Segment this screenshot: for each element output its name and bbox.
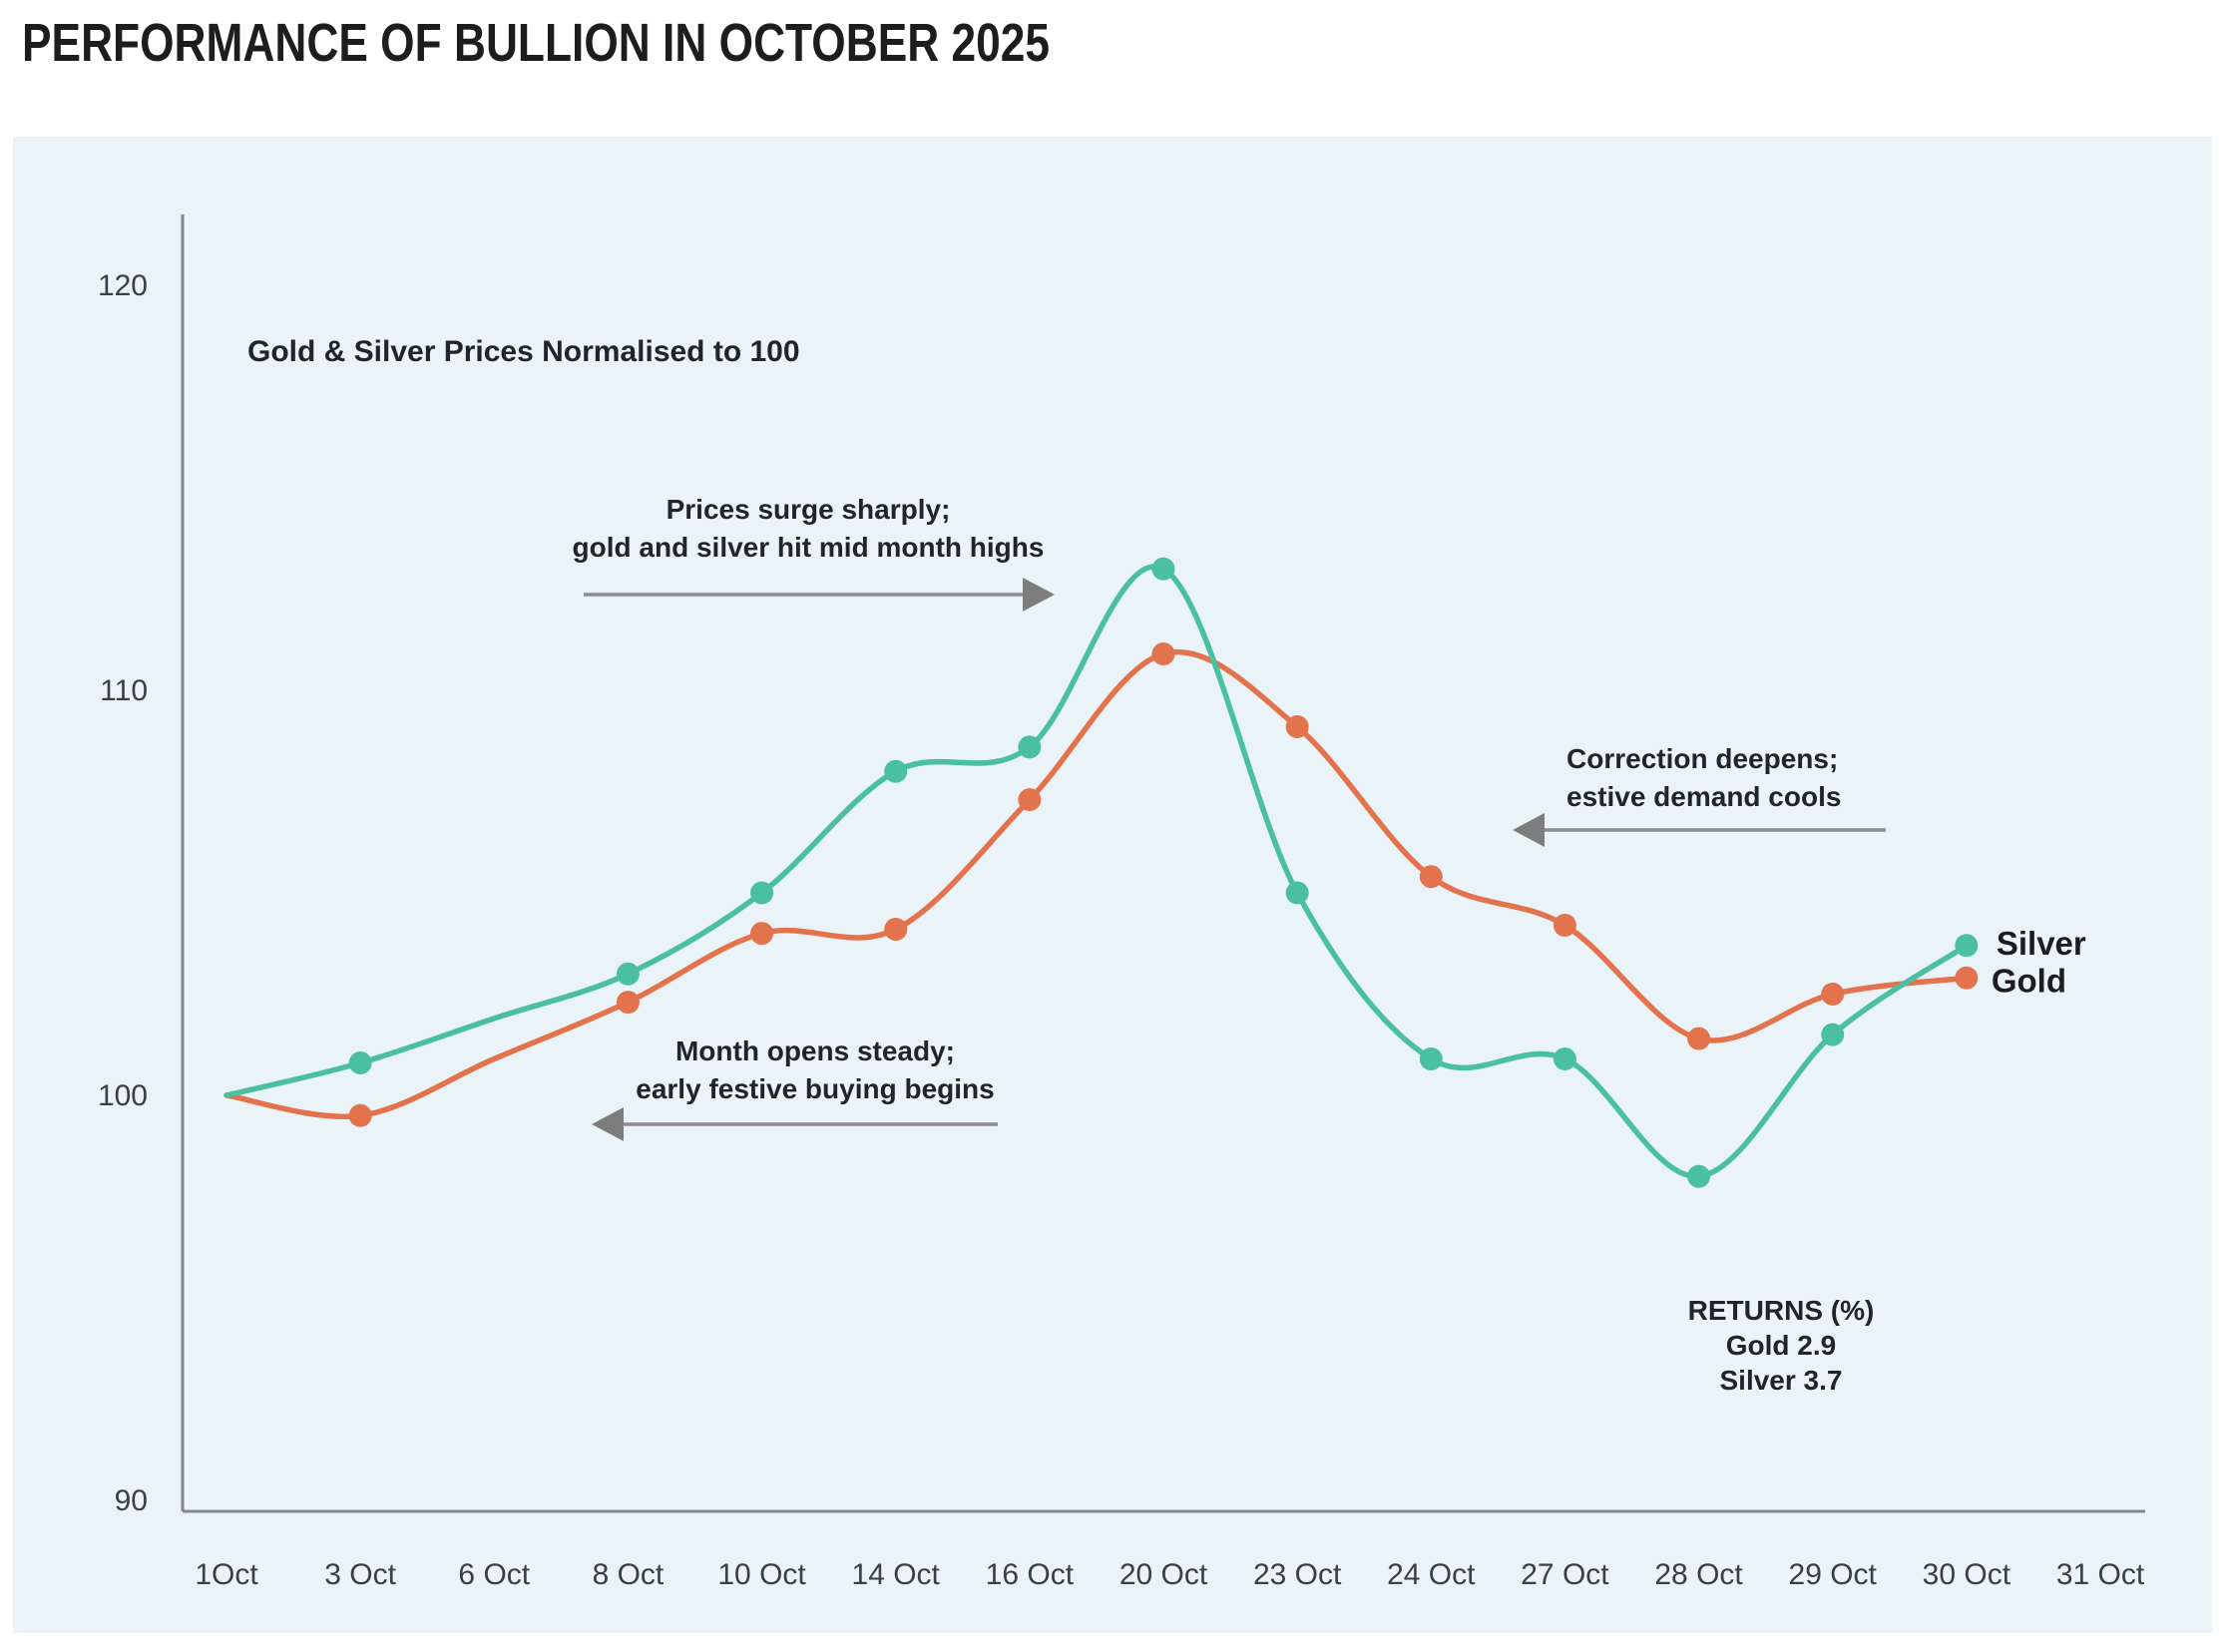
silver-marker bbox=[1018, 735, 1042, 759]
gold-marker bbox=[750, 922, 774, 946]
annotation-correction: Correction deepens; estive demand cools bbox=[1513, 743, 1886, 847]
silver-marker bbox=[616, 962, 640, 986]
gold-marker bbox=[1687, 1027, 1711, 1050]
annotation-text: Prices surge sharply; bbox=[667, 494, 951, 525]
silver-series-label: Silver bbox=[1997, 925, 2086, 962]
gold-line bbox=[223, 648, 1970, 1119]
annotation-text: gold and silver hit mid month highs bbox=[573, 532, 1045, 563]
returns-line: Silver 3.7 bbox=[1720, 1365, 1843, 1396]
silver-marker bbox=[750, 881, 774, 905]
annotation-arrow-head-right-icon bbox=[1023, 578, 1055, 612]
annotation-text: early festive buying begins bbox=[636, 1073, 994, 1104]
series-gold: Gold bbox=[223, 641, 2066, 1127]
gold-marker bbox=[1821, 983, 1845, 1006]
gold-marker bbox=[1151, 641, 1175, 665]
gold-marker bbox=[1553, 913, 1576, 937]
y-axis-tick-label: 100 bbox=[98, 1079, 148, 1112]
gold-marker bbox=[348, 1103, 372, 1127]
returns-line: Gold 2.9 bbox=[1726, 1330, 1836, 1361]
silver-marker bbox=[1419, 1046, 1443, 1070]
x-axis-tick-label: 1Oct bbox=[195, 1558, 258, 1591]
x-axis-tick-label: 20 Oct bbox=[1119, 1558, 1208, 1591]
y-axis-tick-label: 120 bbox=[98, 269, 148, 302]
series-silver: Silver bbox=[223, 557, 2086, 1188]
x-axis-tick-label: 30 Oct bbox=[1923, 1558, 2011, 1591]
returns-block: RETURNS (%) Gold 2.9 Silver 3.7 bbox=[1688, 1295, 1875, 1396]
silver-marker bbox=[1955, 934, 1979, 958]
silver-marker bbox=[884, 759, 908, 783]
chart-subtitle: Gold & Silver Prices Normalised to 100 bbox=[247, 335, 800, 368]
annotation-text: estive demand cools bbox=[1566, 781, 1841, 812]
x-axis-tick-label: 8 Oct bbox=[593, 1558, 665, 1591]
annotation-arrow-head-left-icon bbox=[592, 1107, 624, 1141]
x-axis-tick-label: 23 Oct bbox=[1253, 1558, 1342, 1591]
x-axis-tick-label: 6 Oct bbox=[458, 1558, 530, 1591]
silver-marker bbox=[348, 1051, 372, 1075]
silver-marker bbox=[1687, 1164, 1711, 1188]
annotation-text: Correction deepens; bbox=[1566, 743, 1838, 774]
x-axis-tick-label: 10 Oct bbox=[717, 1558, 806, 1591]
x-axis-tick-label: 16 Oct bbox=[986, 1558, 1075, 1591]
y-axis-tick-label: 90 bbox=[115, 1484, 148, 1517]
gold-marker bbox=[1285, 715, 1309, 739]
y-axis-tick-label: 110 bbox=[100, 674, 148, 707]
x-axis-tick-label: 31 Oct bbox=[2056, 1558, 2145, 1591]
annotation-text: Month opens steady; bbox=[675, 1035, 955, 1066]
gold-marker bbox=[1955, 966, 1979, 990]
gold-marker bbox=[1419, 865, 1443, 889]
annotation-arrow-head-left-icon bbox=[1513, 813, 1545, 847]
gold-marker bbox=[616, 991, 640, 1015]
silver-marker bbox=[1285, 881, 1309, 905]
silver-marker bbox=[1821, 1023, 1845, 1046]
gold-marker bbox=[1018, 788, 1042, 812]
silver-marker bbox=[1553, 1046, 1576, 1070]
x-axis-tick-label: 29 Oct bbox=[1789, 1558, 1878, 1591]
page-title: PERFORMANCE OF BULLION IN OCTOBER 2025 bbox=[22, 13, 1051, 73]
x-axis-tick-label: 24 Oct bbox=[1387, 1558, 1476, 1591]
x-axis-tick-label: 28 Oct bbox=[1654, 1558, 1743, 1591]
x-axis-tick-label: 27 Oct bbox=[1521, 1558, 1609, 1591]
silver-marker bbox=[1151, 557, 1175, 581]
chart-panel-background bbox=[13, 137, 2212, 1633]
annotation-steady: Month opens steady; early festive buying … bbox=[592, 1035, 998, 1141]
x-axis-tick-label: 3 Oct bbox=[324, 1558, 396, 1591]
x-axis-tick-label: 14 Oct bbox=[852, 1558, 941, 1591]
annotation-surge: Prices surge sharply; gold and silver hit… bbox=[573, 494, 1055, 612]
gold-marker bbox=[884, 918, 908, 942]
gold-series-label: Gold bbox=[1992, 962, 2066, 999]
returns-line: RETURNS (%) bbox=[1688, 1295, 1875, 1326]
